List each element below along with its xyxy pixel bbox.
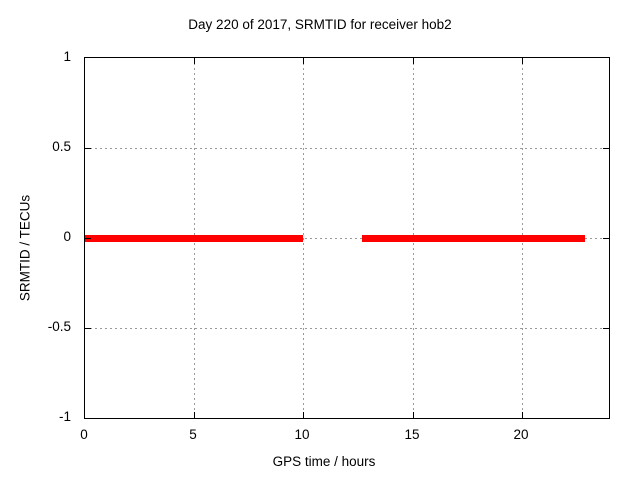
x-tick-mark-top: [522, 58, 523, 64]
y-tick-mark-right: [603, 238, 609, 239]
y-axis-label: SRMTID / TECUs: [17, 194, 33, 302]
x-tick-mark-bottom: [194, 412, 195, 418]
horizontal-gridline: [85, 238, 609, 239]
tick-marks-layer: [85, 58, 609, 418]
x-tick-mark-top: [194, 58, 195, 64]
data-series-segment: [362, 235, 585, 242]
x-tick-label: 20: [513, 427, 529, 442]
x-tick-label: 5: [189, 427, 197, 442]
y-tick-label: 0: [63, 229, 71, 244]
horizontal-gridline: [85, 148, 609, 149]
x-axis-label: GPS time / hours: [272, 454, 376, 469]
x-tick-label: 10: [294, 427, 310, 442]
y-tick-label: -1: [58, 409, 71, 424]
chart-title: Day 220 of 2017, SRMTID for receiver hob…: [188, 17, 452, 32]
x-tick-mark-top: [303, 58, 304, 64]
x-tick-mark-top: [413, 58, 414, 64]
x-tick-mark-bottom: [522, 412, 523, 418]
y-tick-mark-left: [85, 148, 91, 149]
y-tick-mark-right: [603, 328, 609, 329]
y-tick-label: 1: [63, 49, 71, 64]
y-tick-label: 0.5: [52, 139, 71, 154]
x-tick-label: 0: [80, 427, 88, 442]
plot-area: [84, 57, 610, 419]
y-tick-mark-right: [603, 148, 609, 149]
horizontal-gridline: [85, 328, 609, 329]
x-tick-mark-bottom: [303, 412, 304, 418]
y-tick-label: -0.5: [47, 319, 71, 334]
y-tick-mark-left: [85, 328, 91, 329]
series-layer: [85, 58, 609, 418]
data-series-segment: [85, 235, 303, 242]
y-tick-mark-left: [85, 238, 91, 239]
x-tick-label: 15: [404, 427, 420, 442]
x-tick-mark-bottom: [413, 412, 414, 418]
